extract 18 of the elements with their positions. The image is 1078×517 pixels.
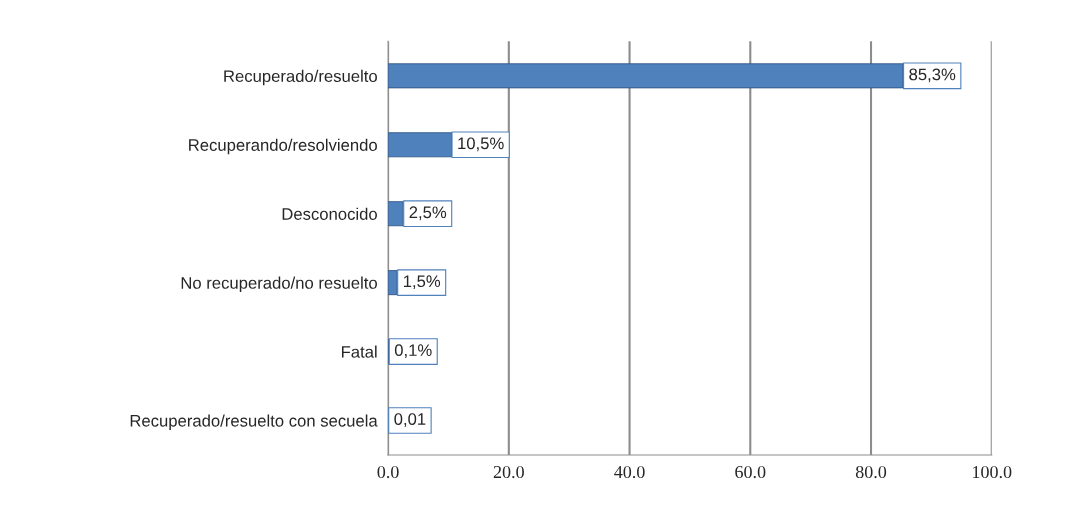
x-tick-label: 40.0 [614, 465, 645, 479]
y-tick-label: No recuperado/no resuelto [181, 276, 377, 293]
y-tick-label: Desconocido [282, 207, 377, 220]
x-tick-label: 20.0 [493, 465, 524, 479]
data-label: 85,3% [909, 68, 956, 83]
x-tick-label: 80.0 [855, 465, 887, 479]
data-label: 0,1% [394, 344, 432, 358]
x-tick-label: 100.0 [973, 465, 1012, 479]
data-label: 1,5% [403, 275, 441, 290]
data-label: 0,01 [394, 413, 426, 427]
y-tick-label: Recuperado/resuelto [224, 69, 377, 86]
x-tick-label: 60.0 [735, 465, 766, 479]
data-label: 2,5% [409, 206, 447, 221]
y-tick-label: Fatal [341, 345, 377, 358]
data-label: 10,5% [458, 137, 504, 152]
y-tick-label: Recuperando/resolviendo [189, 138, 377, 155]
x-tick-label: 0.0 [377, 465, 399, 479]
y-tick-label: Recuperado/resuelto con secuela [130, 414, 378, 430]
